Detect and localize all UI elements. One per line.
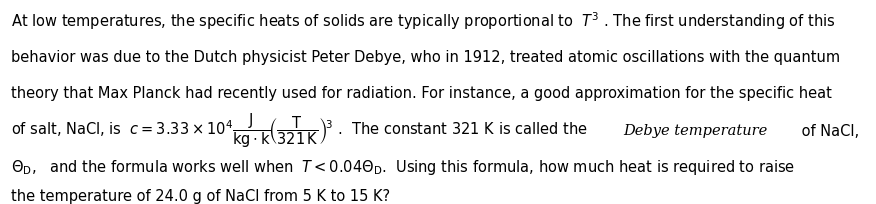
Text: of NaCl,: of NaCl, xyxy=(797,123,859,138)
Text: the temperature of 24.0 g of NaCl from 5 K to 15 K?: the temperature of 24.0 g of NaCl from 5… xyxy=(11,188,390,203)
Text: At low temperatures, the specific heats of solids are typically proportional to : At low temperatures, the specific heats … xyxy=(11,11,836,32)
Text: Debye temperature: Debye temperature xyxy=(624,124,768,137)
Text: theory that Max Planck had recently used for radiation. For instance, a good app: theory that Max Planck had recently used… xyxy=(11,85,831,100)
Text: of salt, NaCl, is  $c = 3.33 \times 10^4 \dfrac{\rm J}{\rm kg \cdot k}\!\left(\d: of salt, NaCl, is $c = 3.33 \times 10^4 … xyxy=(11,111,588,150)
Text: behavior was due to the Dutch physicist Peter Debye, who in 1912, treated atomic: behavior was due to the Dutch physicist … xyxy=(11,50,839,65)
Text: $\Theta_{\rm D}$,   and the formula works well when  $T < 0.04\Theta_{\rm D}$.  : $\Theta_{\rm D}$, and the formula works … xyxy=(11,157,795,176)
